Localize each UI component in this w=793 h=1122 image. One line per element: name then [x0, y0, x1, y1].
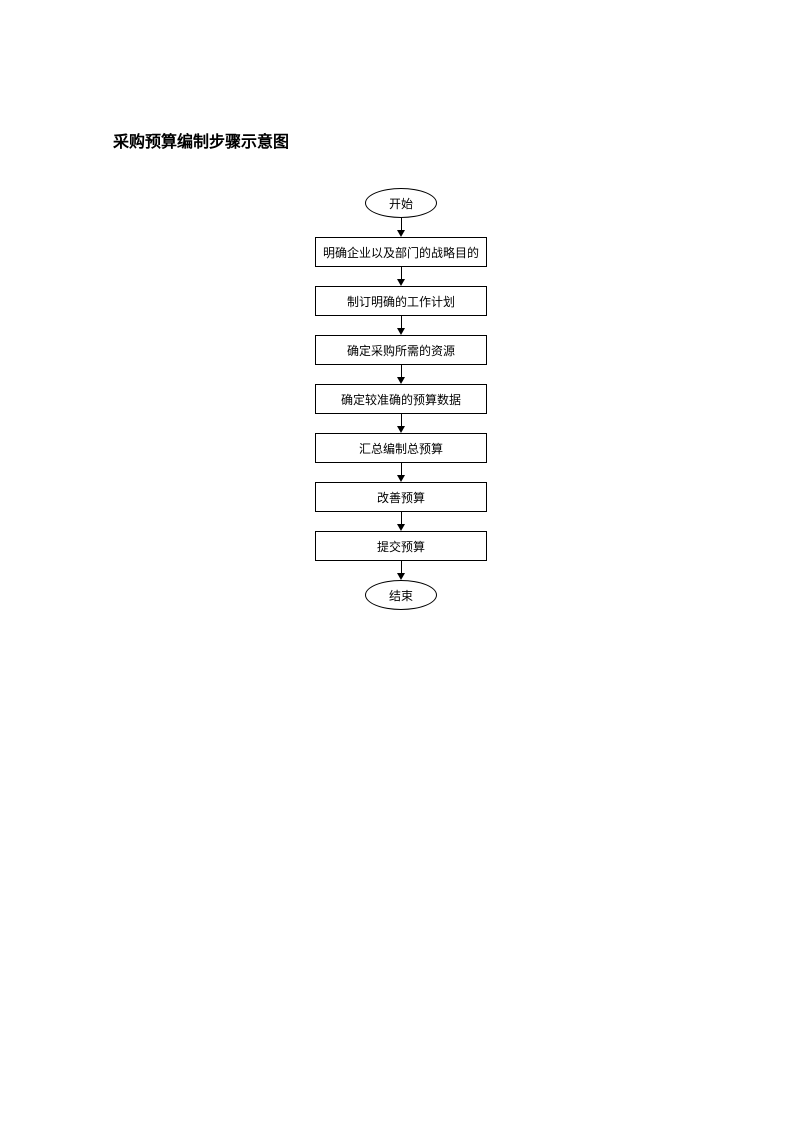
process-step-1: 明确企业以及部门的战略目的	[315, 237, 487, 267]
process-step-1-label: 明确企业以及部门的战略目的	[323, 244, 479, 261]
arrow-head-icon	[397, 573, 405, 580]
arrow-head-icon	[397, 279, 405, 286]
process-step-3-label: 确定采购所需的资源	[347, 342, 455, 359]
process-step-2-label: 制订明确的工作计划	[347, 293, 455, 310]
arrow-connector	[401, 316, 402, 335]
process-step-5: 汇总编制总预算	[315, 433, 487, 463]
terminal-start-label: 开始	[389, 195, 413, 212]
flowchart-container: 开始 明确企业以及部门的战略目的 制订明确的工作计划 确定采购所需的资源 确定较…	[315, 188, 487, 610]
arrow-connector	[401, 218, 402, 237]
page-title: 采购预算编制步骤示意图	[113, 128, 289, 152]
process-step-2: 制订明确的工作计划	[315, 286, 487, 316]
arrow-connector	[401, 512, 402, 531]
terminal-end: 结束	[365, 580, 437, 610]
arrow-connector	[401, 561, 402, 580]
process-step-7-label: 提交预算	[377, 538, 425, 555]
terminal-end-label: 结束	[389, 587, 413, 604]
arrow-head-icon	[397, 328, 405, 335]
process-step-6: 改善预算	[315, 482, 487, 512]
arrow-connector	[401, 267, 402, 286]
process-step-4: 确定较准确的预算数据	[315, 384, 487, 414]
arrow-connector	[401, 463, 402, 482]
arrow-head-icon	[397, 377, 405, 384]
arrow-head-icon	[397, 475, 405, 482]
process-step-7: 提交预算	[315, 531, 487, 561]
arrow-head-icon	[397, 230, 405, 237]
process-step-4-label: 确定较准确的预算数据	[341, 391, 461, 408]
process-step-5-label: 汇总编制总预算	[359, 440, 443, 457]
process-step-6-label: 改善预算	[377, 489, 425, 506]
arrow-head-icon	[397, 524, 405, 531]
arrow-connector	[401, 414, 402, 433]
process-step-3: 确定采购所需的资源	[315, 335, 487, 365]
arrow-connector	[401, 365, 402, 384]
arrow-head-icon	[397, 426, 405, 433]
terminal-start: 开始	[365, 188, 437, 218]
